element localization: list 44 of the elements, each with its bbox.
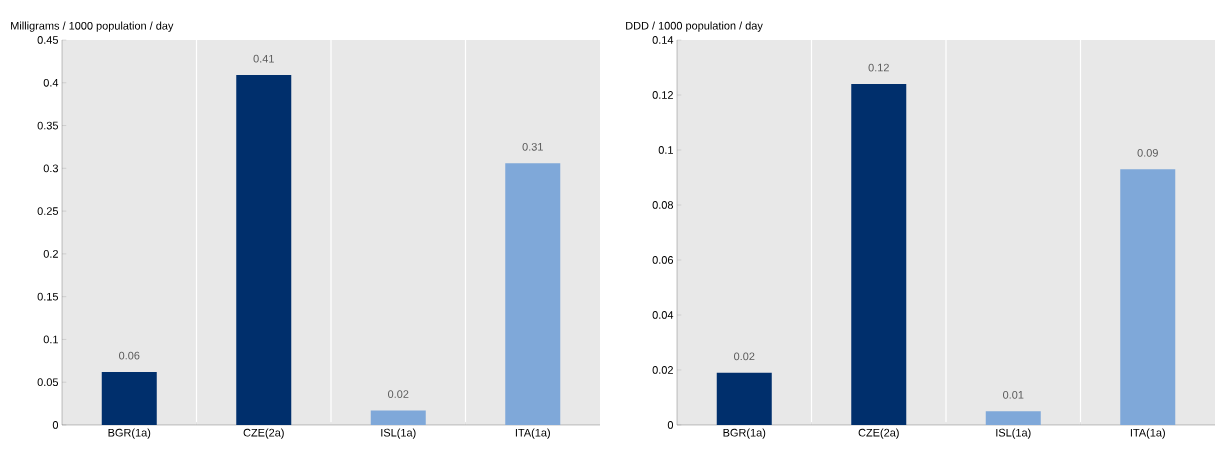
x-tick-label: CZE(2a) [858,428,899,439]
data-label: 0.01 [1003,390,1024,399]
y-axis-title: Milligrams / 1000 population / day [11,21,174,32]
x-tick-label: BGR(1a) [108,428,151,439]
y-tick-label: 0.12 [652,91,673,99]
bar [236,75,292,425]
y-tick-label: 0.1 [43,335,58,344]
x-tick-label: ITA(1a) [1130,428,1165,439]
bar [716,372,772,425]
bar [985,411,1041,425]
y-tick-label: 0.04 [652,311,674,319]
y-tick-label: 0.3 [43,164,59,173]
data-label: 0.02 [388,390,409,398]
y-tick-label: 0.15 [37,292,59,301]
y-tick-label: 0.2 [43,250,58,258]
bar [101,371,157,425]
data-label: 0.02 [734,352,755,361]
y-axis-title: DDD / 1000 population / day [626,21,763,32]
data-label: 0.09 [1137,148,1158,157]
data-label: 0.06 [119,351,140,360]
y-tick-label: 0.25 [37,207,59,215]
bar [370,410,426,425]
y-tick-label: 0.1 [658,146,673,154]
x-tick-label: BGR(1a) [723,428,766,439]
x-tick-label: ISL(1a) [381,428,416,439]
x-tick-label: ITA(1a) [515,428,550,439]
y-tick-label: 0.06 [652,256,674,264]
bar [505,163,561,425]
y-tick-label: 0 [52,421,59,429]
y-tick-label: 0.02 [652,366,673,374]
x-tick-label: ISL(1a) [996,428,1031,439]
y-tick-label: 0 [667,421,674,429]
data-label: 0.41 [253,54,274,63]
bar [1120,169,1176,425]
data-label: 0.31 [522,142,543,151]
y-tick-label: 0.4 [43,78,59,87]
y-tick-label: 0.08 [652,201,674,209]
bar [851,83,907,425]
y-tick-label: 0.45 [37,36,59,44]
data-label: 0.12 [868,63,889,72]
y-tick-label: 0.35 [37,121,59,130]
y-tick-label: 0.14 [652,36,674,44]
x-tick-label: CZE(2a) [243,428,284,439]
y-tick-label: 0.05 [37,378,59,387]
